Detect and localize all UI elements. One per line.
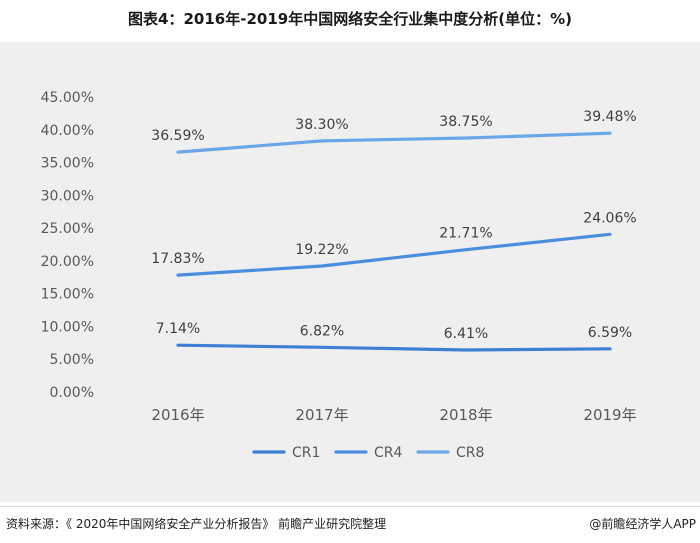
series-line-cr8 xyxy=(176,131,612,154)
x-tick-label: 2019年 xyxy=(583,406,636,424)
footer-divider xyxy=(0,506,700,507)
data-label: 39.48% xyxy=(583,109,636,125)
y-tick-label: 15.00% xyxy=(41,287,94,303)
y-tick-label: 45.00% xyxy=(41,90,94,106)
legend-label: CR8 xyxy=(456,445,484,461)
y-tick-label: 5.00% xyxy=(50,352,94,368)
data-label: 7.14% xyxy=(156,321,200,337)
legend-label: CR1 xyxy=(292,445,320,461)
y-tick-label: 0.00% xyxy=(50,385,94,401)
data-label: 17.83% xyxy=(151,251,204,267)
data-label: 6.59% xyxy=(588,325,632,341)
data-label: 6.41% xyxy=(444,326,488,342)
series-line-cr1 xyxy=(176,343,612,352)
brand-credit: @前瞻经济学人APP xyxy=(589,517,696,531)
x-tick-label: 2016年 xyxy=(151,406,204,424)
data-label: 6.82% xyxy=(300,323,344,339)
x-tick-label: 2017年 xyxy=(295,406,348,424)
data-label: 24.06% xyxy=(583,210,636,226)
y-tick-label: 30.00% xyxy=(41,188,94,204)
source-note: 资料来源：《 2020年中国网络安全产业分析报告》 前瞻产业研究院整理 xyxy=(6,517,387,531)
chart-title: 图表4：2016年-2019年中国网络安全行业集中度分析(单位：%) xyxy=(128,10,572,28)
data-label: 38.75% xyxy=(439,114,492,130)
chart-panel xyxy=(0,42,700,502)
y-tick-label: 40.00% xyxy=(41,123,94,139)
legend-label: CR4 xyxy=(374,445,403,461)
y-tick-label: 20.00% xyxy=(41,254,94,270)
y-tick-label: 10.00% xyxy=(41,319,94,335)
data-label: 38.30% xyxy=(295,117,348,133)
series-line-cr4 xyxy=(176,232,612,277)
x-tick-label: 2018年 xyxy=(439,406,492,424)
data-label: 36.59% xyxy=(151,128,204,144)
line-chart: 0.00% 5.00% 10.00% 15.00% 20.00% 25.00% 30.00%… xyxy=(41,90,637,461)
data-label: 19.22% xyxy=(295,242,348,258)
y-tick-label: 35.00% xyxy=(41,156,94,172)
y-tick-label: 25.00% xyxy=(41,221,94,237)
data-label: 21.71% xyxy=(439,226,492,242)
